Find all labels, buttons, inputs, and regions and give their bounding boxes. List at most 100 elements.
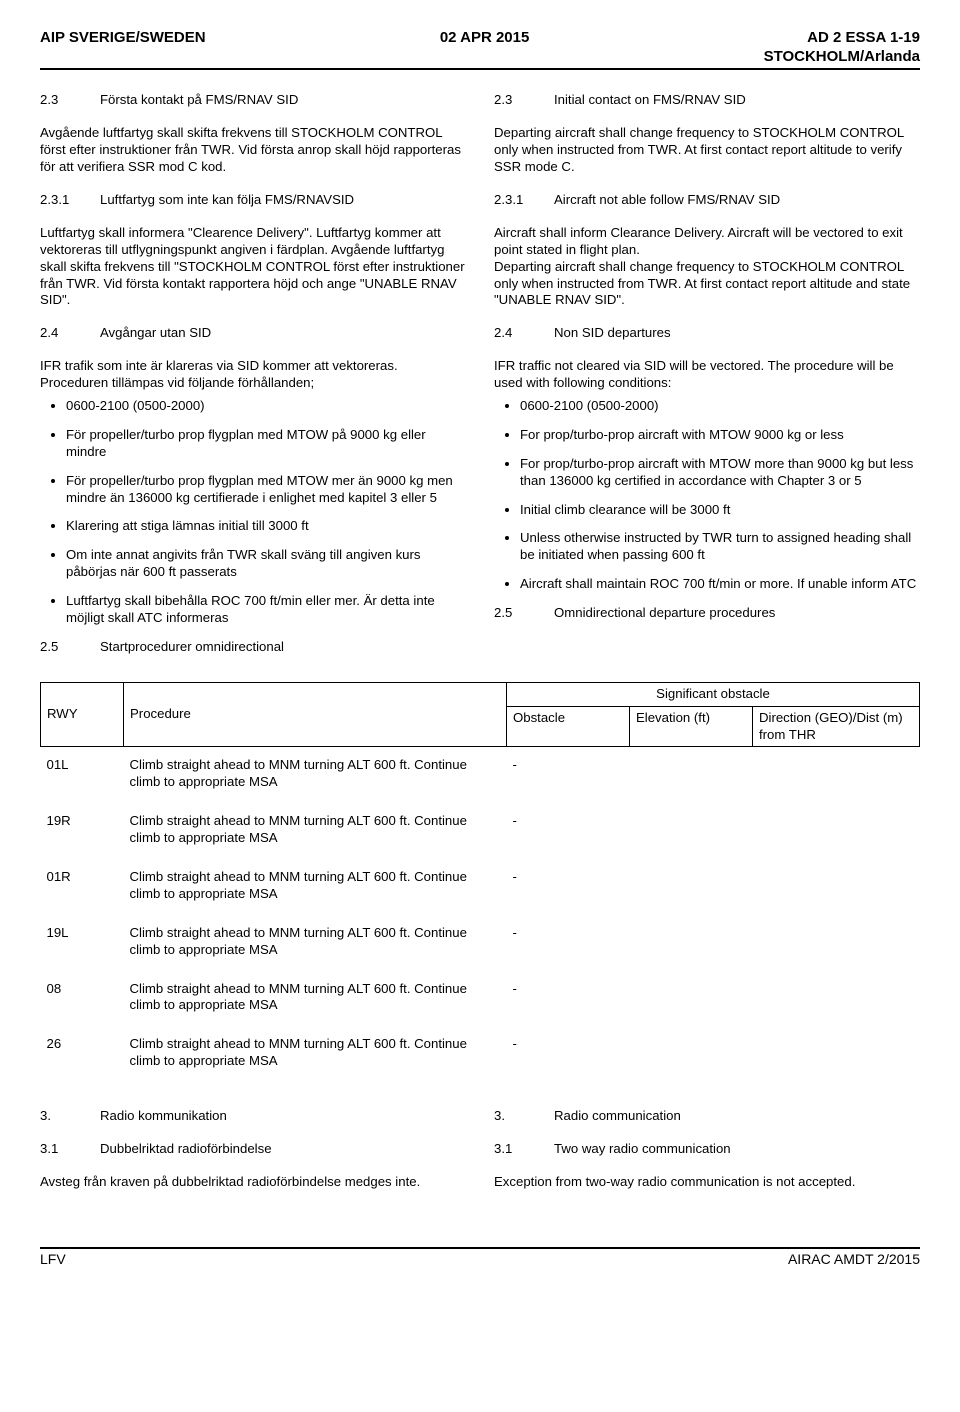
sec-2-4-list-en: 0600-2100 (0500-2000) For prop/turbo-pro…: [494, 398, 920, 593]
sec-title: Aircraft not able follow FMS/RNAV SID: [554, 192, 780, 209]
sec-2-3-body-en: Departing aircraft shall change frequenc…: [494, 125, 920, 176]
sec-3-sv: 3. Radio kommunikation: [40, 1108, 466, 1125]
cell-proc: Climb straight ahead to MNM turning ALT …: [124, 803, 507, 859]
cell-rwy: 01R: [41, 859, 124, 915]
sec-2-4-list-sv: 0600-2100 (0500-2000) För propeller/turb…: [40, 398, 466, 627]
cell-proc: Climb straight ahead to MNM turning ALT …: [124, 1026, 507, 1082]
header-right-2: STOCKHOLM/Arlanda: [764, 47, 920, 66]
cell-elev: [630, 915, 753, 971]
rwy-table: RWY Procedure Significant obstacle Obsta…: [40, 682, 920, 1082]
sec-3-1-body-en: Exception from two-way radio communicati…: [494, 1174, 920, 1191]
cell-elev: [630, 1026, 753, 1082]
th-sig: Significant obstacle: [507, 682, 920, 706]
th-proc: Procedure: [124, 682, 507, 747]
sec-num: 3.1: [40, 1141, 100, 1158]
list-item: For prop/turbo-prop aircraft with MTOW m…: [520, 456, 920, 490]
list-item: For prop/turbo-prop aircraft with MTOW 9…: [520, 427, 920, 444]
sec-title: Första kontakt på FMS/RNAV SID: [100, 92, 298, 109]
table-row: 01RClimb straight ahead to MNM turning A…: [41, 859, 920, 915]
sec-2-3-sv: 2.3 Första kontakt på FMS/RNAV SID: [40, 92, 466, 109]
cell-obs: -: [507, 747, 630, 803]
table-row: 19LClimb straight ahead to MNM turning A…: [41, 915, 920, 971]
cell-dir: [753, 971, 920, 1027]
cell-dir: [753, 747, 920, 803]
sec-num: 3.: [40, 1108, 100, 1125]
cell-obs: -: [507, 859, 630, 915]
sec-2-5-en: 2.5 Omnidirectional departure procedures: [494, 605, 920, 622]
sec-num: 3.: [494, 1108, 554, 1125]
table-row: 26Climb straight ahead to MNM turning AL…: [41, 1026, 920, 1082]
list-item: Luftfartyg skall bibehålla ROC 700 ft/mi…: [66, 593, 466, 627]
cell-proc: Climb straight ahead to MNM turning ALT …: [124, 747, 507, 803]
list-item: Om inte annat angivits från TWR skall sv…: [66, 547, 466, 581]
list-item: Initial climb clearance will be 3000 ft: [520, 502, 920, 519]
list-item: För propeller/turbo prop flygplan med MT…: [66, 427, 466, 461]
sec-2-3-en: 2.3 Initial contact on FMS/RNAV SID: [494, 92, 920, 109]
cell-rwy: 08: [41, 971, 124, 1027]
lower-columns: 3. Radio kommunikation 3.1 Dubbelriktad …: [40, 1108, 920, 1191]
page-footer: LFV AIRAC AMDT 2/2015: [40, 1247, 920, 1269]
cell-proc: Climb straight ahead to MNM turning ALT …: [124, 971, 507, 1027]
sec-2-5-sv: 2.5 Startprocedurer omnidirectional: [40, 639, 466, 656]
sec-2-3-body-sv: Avgående luftfartyg skall skifta frekven…: [40, 125, 466, 176]
sec-num: 2.3.1: [494, 192, 554, 209]
sec-2-4-sv: 2.4 Avgångar utan SID: [40, 325, 466, 342]
table-row: 01LClimb straight ahead to MNM turning A…: [41, 747, 920, 803]
sec-title: Luftfartyg som inte kan följa FMS/RNAVSI…: [100, 192, 354, 209]
list-item: Unless otherwise instructed by TWR turn …: [520, 530, 920, 564]
header-right-1: AD 2 ESSA 1-19: [764, 28, 920, 47]
cell-proc: Climb straight ahead to MNM turning ALT …: [124, 859, 507, 915]
cell-obs: -: [507, 971, 630, 1027]
sec-3-en: 3. Radio communication: [494, 1108, 920, 1125]
list-item: 0600-2100 (0500-2000): [66, 398, 466, 415]
cell-dir: [753, 859, 920, 915]
cell-rwy: 26: [41, 1026, 124, 1082]
list-item: 0600-2100 (0500-2000): [520, 398, 920, 415]
sec-2-3-1-body-en: Aircraft shall inform Clearance Delivery…: [494, 225, 920, 309]
lower-left-column: 3. Radio kommunikation 3.1 Dubbelriktad …: [40, 1108, 466, 1191]
footer-left: LFV: [40, 1251, 66, 1269]
cell-elev: [630, 971, 753, 1027]
sec-title: Two way radio communication: [554, 1141, 731, 1158]
cell-elev: [630, 803, 753, 859]
sec-2-3-1-sv: 2.3.1 Luftfartyg som inte kan följa FMS/…: [40, 192, 466, 209]
cell-rwy: 19L: [41, 915, 124, 971]
sec-num: 2.4: [494, 325, 554, 342]
sec-2-3-1-en: 2.3.1 Aircraft not able follow FMS/RNAV …: [494, 192, 920, 209]
sec-num: 2.3.1: [40, 192, 100, 209]
sec-num: 2.4: [40, 325, 100, 342]
cell-dir: [753, 803, 920, 859]
cell-elev: [630, 747, 753, 803]
sec-3-1-sv: 3.1 Dubbelriktad radioförbindelse: [40, 1141, 466, 1158]
cell-rwy: 01L: [41, 747, 124, 803]
cell-obs: -: [507, 803, 630, 859]
page-header: AIP SVERIGE/SWEDEN 02 APR 2015 AD 2 ESSA…: [40, 28, 920, 70]
sec-num: 2.3: [40, 92, 100, 109]
sec-num: 2.5: [40, 639, 100, 656]
sec-title: Dubbelriktad radioförbindelse: [100, 1141, 272, 1158]
sec-2-4-body-en: IFR traffic not cleared via SID will be …: [494, 358, 920, 392]
list-item: För propeller/turbo prop flygplan med MT…: [66, 473, 466, 507]
right-column: 2.3 Initial contact on FMS/RNAV SID Depa…: [494, 92, 920, 671]
sec-2-4-en: 2.4 Non SID departures: [494, 325, 920, 342]
lower-right-column: 3. Radio communication 3.1 Two way radio…: [494, 1108, 920, 1191]
sec-2-3-1-body-sv: Luftfartyg skall informera "Clearence De…: [40, 225, 466, 309]
sec-title: Initial contact on FMS/RNAV SID: [554, 92, 746, 109]
th-obs: Obstacle: [507, 706, 630, 747]
sec-2-4-body-sv: IFR trafik som inte är klareras via SID …: [40, 358, 466, 392]
footer-right: AIRAC AMDT 2/2015: [788, 1251, 920, 1269]
th-rwy: RWY: [41, 682, 124, 747]
cell-proc: Climb straight ahead to MNM turning ALT …: [124, 915, 507, 971]
sec-title: Startprocedurer omnidirectional: [100, 639, 284, 656]
left-column: 2.3 Första kontakt på FMS/RNAV SID Avgåe…: [40, 92, 466, 671]
sec-3-1-body-sv: Avsteg från kraven på dubbelriktad radio…: [40, 1174, 466, 1191]
sec-title: Omnidirectional departure procedures: [554, 605, 775, 622]
th-elev: Elevation (ft): [630, 706, 753, 747]
cell-dir: [753, 1026, 920, 1082]
table-row: 19RClimb straight ahead to MNM turning A…: [41, 803, 920, 859]
th-dir: Direction (GEO)/Dist (m) from THR: [753, 706, 920, 747]
table-row: 08Climb straight ahead to MNM turning AL…: [41, 971, 920, 1027]
sec-title: Radio kommunikation: [100, 1108, 227, 1125]
sec-title: Radio communication: [554, 1108, 681, 1125]
sec-num: 3.1: [494, 1141, 554, 1158]
